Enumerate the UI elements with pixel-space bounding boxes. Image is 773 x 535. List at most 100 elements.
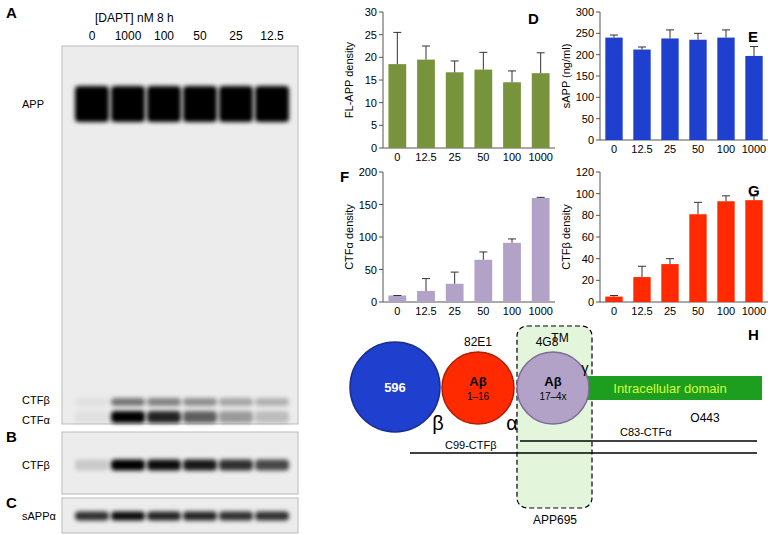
tick-label: 0 [588,296,594,308]
error-line [426,279,427,291]
x-axis [600,140,768,141]
bar [417,60,435,148]
tick [379,34,383,35]
category-label: 0 [611,305,617,317]
error-line [726,196,727,201]
tm-region [517,326,592,508]
band-label: CTFα [22,414,50,426]
cleavage-site: α [506,412,518,434]
bar [661,264,678,302]
tick-label: 80 [582,209,594,221]
error-line [698,33,699,39]
y-label: FL-APP density [343,41,355,118]
bar [605,297,622,302]
construct-label: APP695 [533,513,577,527]
panel-label: G [748,182,760,199]
error-line [726,30,727,38]
band [147,398,181,406]
band-label: CTFβ [22,459,50,471]
band [75,512,109,521]
lane-label: 100 [154,29,174,43]
bar-chart: 051015202530012.525501001000FL-APP densi… [343,6,555,163]
tick-label: 30 [365,6,377,18]
category-label: 50 [692,143,704,155]
error-cap [722,29,730,30]
lane-label: 0 [89,29,96,43]
error-cap [750,46,758,47]
error-cap [479,52,487,53]
error-cap [638,266,646,267]
diagram: HTMIntracellular domain596Aβ1–1682E1Aβ17… [350,326,762,527]
band [255,398,289,406]
bar [633,50,650,140]
error-bar [666,259,674,264]
band [111,86,145,122]
epitope-circle [517,352,589,424]
category-label: 100 [503,151,521,163]
tick-label: 50 [582,113,594,125]
fragment-line [520,440,757,442]
bar [745,56,762,140]
band [183,398,217,406]
error-line [698,202,699,214]
error-bar [479,252,487,260]
blot-membrane [62,498,298,533]
tick-label: 100 [359,231,377,243]
tick-label: 100 [576,91,594,103]
category-label: 50 [477,151,489,163]
error-cap [666,258,674,259]
band [219,460,253,471]
band [75,86,109,122]
error-bar [537,197,545,199]
band [111,512,145,521]
bar [633,277,650,302]
error-bar [422,46,430,60]
error-bar [638,266,646,277]
error-bar [393,32,401,64]
error-bar [422,279,430,291]
category-label: 1000 [528,151,552,163]
error-line [642,266,643,277]
tick-label: 20 [582,274,594,286]
tick [379,302,383,303]
error-bar [722,196,730,201]
tick [379,80,383,81]
lane-label: 1000 [115,29,142,43]
category-label: 25 [664,143,676,155]
tick [596,12,600,13]
tick-label: 200 [359,166,377,178]
band [147,411,181,423]
error-bar [479,52,487,69]
panel-label: E [748,28,758,45]
category-label: 0 [394,305,400,317]
error-bar [393,295,401,296]
bar [661,38,678,140]
error-cap [508,238,516,239]
tick-label: 120 [576,166,594,178]
band [255,411,289,423]
bar [503,243,521,302]
error-line [540,53,541,73]
error-line [512,239,513,243]
error-line [670,30,671,39]
tick-label: 300 [576,6,594,18]
error-cap [422,46,430,47]
epitope-circle [350,342,440,432]
tick-label: 40 [582,253,594,265]
bar [605,38,622,140]
bar [689,40,706,140]
band [111,411,145,423]
x-axis [383,302,555,303]
error-bar [666,30,674,39]
bar [388,64,406,148]
band [219,86,253,122]
antibody-label: O443 [690,411,720,425]
panel-label: H [748,326,759,343]
error-cap [393,295,401,296]
bar [689,214,706,302]
marks [605,196,762,302]
band [183,86,217,122]
bar [474,70,492,148]
tick-label: 10 [365,97,377,109]
category-label: 1000 [742,143,766,155]
